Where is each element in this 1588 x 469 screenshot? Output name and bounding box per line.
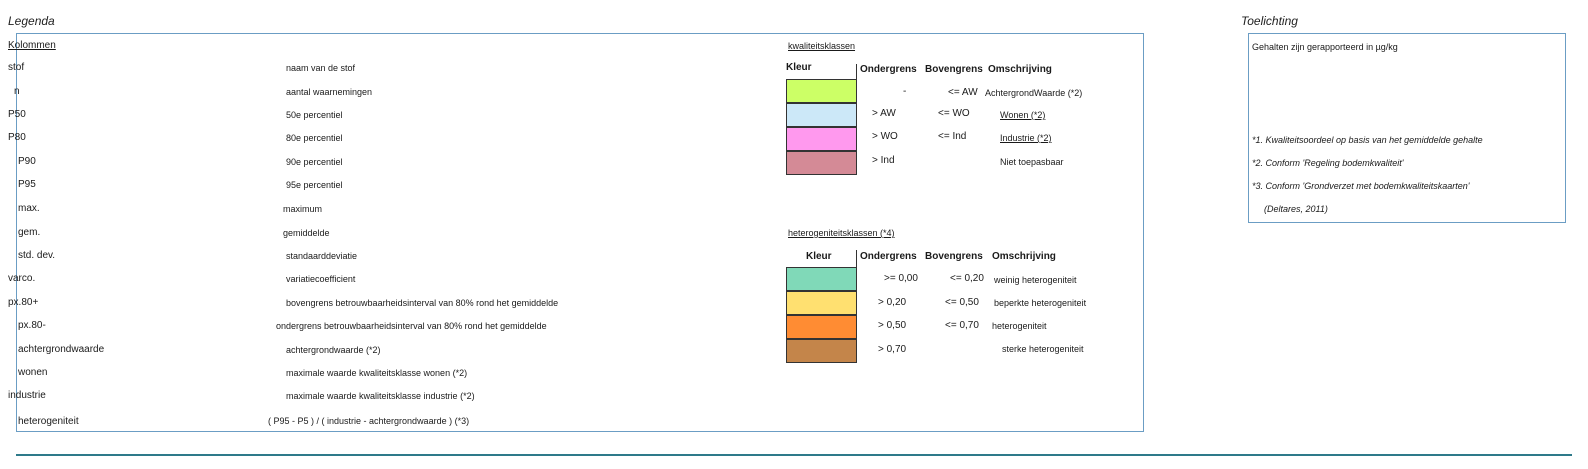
toelichting-title: Toelichting xyxy=(1241,14,1298,28)
column-desc: gemiddelde xyxy=(283,228,330,238)
column-label: P90 xyxy=(18,156,36,167)
column-label: wonen xyxy=(18,367,48,378)
toelichting-note: *3. Conform 'Grondverzet met bodemkwalit… xyxy=(1252,181,1470,191)
quality-header-kleur: Kleur xyxy=(786,62,812,73)
column-label: achtergrondwaarde xyxy=(18,344,105,355)
column-desc: maximale waarde kwaliteitsklasse wonen (… xyxy=(286,368,468,378)
column-desc: 95e percentiel xyxy=(286,180,343,190)
hetero-omschr: beperkte heterogeniteit xyxy=(994,298,1087,308)
quality-boven: <= Ind xyxy=(938,131,967,142)
hetero-boven: <= 0,50 xyxy=(945,297,979,308)
column-label: P50 xyxy=(8,109,26,120)
quality-omschr: AchtergrondWaarde (*2) xyxy=(985,88,1083,98)
toelichting-note: *1. Kwaliteitsoordeel op basis van het g… xyxy=(1252,135,1483,145)
toelichting-intro: Gehalten zijn gerapporteerd in µg/kg xyxy=(1252,42,1398,52)
column-desc: aantal waarnemingen xyxy=(286,87,373,97)
hetero-header-kleur: Kleur xyxy=(806,251,832,262)
legend-title: Legenda xyxy=(8,14,55,28)
hetero-onder: > 0,50 xyxy=(878,320,907,331)
hetero-onder: >= 0,00 xyxy=(884,273,918,284)
column-label: heterogeniteit xyxy=(18,416,79,427)
quality-onder: > Ind xyxy=(872,155,895,166)
hetero-boven: <= 0,70 xyxy=(945,320,979,331)
column-label: px.80- xyxy=(18,320,46,331)
column-label: n xyxy=(14,86,20,97)
column-desc: achtergrondwaarde (*2) xyxy=(286,345,381,355)
column-label: industrie xyxy=(8,390,46,401)
quality-onder: > WO xyxy=(872,131,898,142)
column-label: P80 xyxy=(8,132,26,143)
hetero-header-boven: Bovengrens xyxy=(925,251,983,262)
column-desc: standaarddeviatie xyxy=(286,251,358,261)
quality-onder: > AW xyxy=(872,108,896,119)
column-desc: 90e percentiel xyxy=(286,157,343,167)
column-label: varco. xyxy=(8,273,36,284)
column-label: px.80+ xyxy=(8,297,39,308)
column-desc: naam van de stof xyxy=(286,63,356,73)
hetero-swatch-weinig xyxy=(786,267,857,291)
quality-onder: - xyxy=(903,86,907,97)
hetero-boven: <= 0,20 xyxy=(950,273,984,284)
column-desc: bovengrens betrouwbaarheidsinterval van … xyxy=(286,298,559,308)
quality-boven: <= WO xyxy=(938,108,970,119)
column-desc: ondergrens betrouwbaarheidsinterval van … xyxy=(276,321,547,331)
quality-header-boven: Bovengrens xyxy=(925,64,983,75)
hetero-omschr: heterogeniteit xyxy=(992,321,1047,331)
hetero-header-onder: Ondergrens xyxy=(860,251,917,262)
hetero-omschr: sterke heterogeniteit xyxy=(1002,344,1084,354)
quality-swatch-niet-toepasbaar xyxy=(786,151,857,175)
bottom-rule xyxy=(16,454,1572,456)
hetero-title: heterogeniteitsklassen (*4) xyxy=(788,228,895,238)
column-label: max. xyxy=(18,203,40,214)
hetero-onder: > 0,20 xyxy=(878,297,907,308)
hetero-onder: > 0,70 xyxy=(878,344,907,355)
quality-omschr: Niet toepasbaar xyxy=(1000,157,1064,167)
toelichting-note: *2. Conform 'Regeling bodemkwaliteit' xyxy=(1252,158,1404,168)
column-label: std. dev. xyxy=(18,250,56,261)
column-label: P95 xyxy=(18,179,36,190)
quality-boven: <= AW xyxy=(948,87,978,98)
hetero-header-omschr: Omschrijving xyxy=(992,251,1056,262)
column-desc: ( P95 - P5 ) / ( industrie - achtergrond… xyxy=(268,416,470,426)
quality-swatch-wonen xyxy=(786,103,857,127)
quality-swatch-industrie xyxy=(786,127,857,151)
legend-box xyxy=(16,33,1144,432)
hetero-swatch-hetero xyxy=(786,315,857,339)
toelichting-box xyxy=(1248,33,1566,223)
toelichting-note: (Deltares, 2011) xyxy=(1264,204,1328,214)
column-desc: 50e percentiel xyxy=(286,110,343,120)
quality-header-onder: Ondergrens xyxy=(860,64,917,75)
quality-swatch-aw xyxy=(786,79,857,103)
columns-header: Kolommen xyxy=(8,40,56,51)
quality-omschr: Industrie (*2) xyxy=(1000,133,1052,143)
quality-header-omschr: Omschrijving xyxy=(988,64,1052,75)
column-desc: maximale waarde kwaliteitsklasse industr… xyxy=(286,391,475,401)
column-label: gem. xyxy=(18,227,41,238)
column-desc: variatiecoefficient xyxy=(286,274,356,284)
column-desc: maximum xyxy=(283,204,323,214)
quality-title: kwaliteitsklassen xyxy=(788,41,856,51)
column-desc: 80e percentiel xyxy=(286,133,343,143)
hetero-swatch-sterk xyxy=(786,339,857,363)
column-label: stof xyxy=(8,62,25,73)
hetero-omschr: weinig heterogeniteit xyxy=(994,275,1077,285)
quality-omschr: Wonen (*2) xyxy=(1000,110,1046,120)
hetero-swatch-beperkt xyxy=(786,291,857,315)
